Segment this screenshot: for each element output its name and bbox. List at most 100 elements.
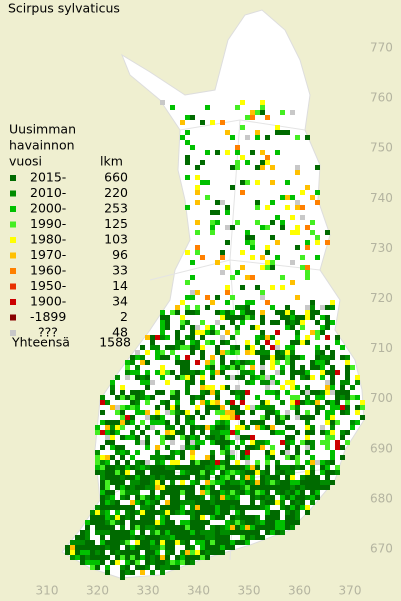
observation-square <box>185 390 190 395</box>
observation-square <box>195 480 200 485</box>
observation-square <box>160 480 165 485</box>
observation-square <box>215 350 220 355</box>
observation-square <box>140 430 145 435</box>
observation-square <box>215 435 220 440</box>
observation-square <box>120 490 125 495</box>
observation-square <box>305 225 310 230</box>
observation-square <box>260 335 265 340</box>
observation-square <box>280 130 285 135</box>
observation-square <box>135 525 140 530</box>
observation-square <box>315 345 320 350</box>
observation-square <box>225 385 230 390</box>
observation-square <box>260 535 265 540</box>
observation-square <box>290 260 295 265</box>
observation-square <box>230 545 235 550</box>
observation-square <box>190 435 195 440</box>
observation-square <box>260 350 265 355</box>
observation-square <box>155 520 160 525</box>
observation-square <box>130 355 135 360</box>
observation-square <box>215 505 220 510</box>
observation-square <box>165 425 170 430</box>
observation-square <box>255 200 260 205</box>
observation-square <box>245 315 250 320</box>
observation-square <box>150 380 155 385</box>
observation-square <box>130 490 135 495</box>
observation-square <box>215 390 220 395</box>
observation-square <box>245 350 250 355</box>
observation-square <box>240 100 245 105</box>
observation-square <box>165 525 170 530</box>
observation-square <box>245 310 250 315</box>
observation-square <box>245 160 250 165</box>
observation-square <box>245 460 250 465</box>
observation-square <box>255 525 260 530</box>
observation-square <box>330 480 335 485</box>
observation-square <box>165 430 170 435</box>
observation-square <box>220 350 225 355</box>
observation-square <box>295 410 300 415</box>
observation-square <box>140 355 145 360</box>
observation-square <box>265 340 270 345</box>
observation-square <box>205 475 210 480</box>
observation-square <box>320 370 325 375</box>
observation-square <box>265 475 270 480</box>
observation-square <box>340 445 345 450</box>
observation-square <box>145 560 150 565</box>
observation-square <box>130 545 135 550</box>
observation-square <box>265 465 270 470</box>
legend-label: 1950- <box>30 278 66 293</box>
observation-square <box>110 465 115 470</box>
observation-square <box>360 405 365 410</box>
observation-square <box>185 410 190 415</box>
observation-square <box>310 495 315 500</box>
observation-square <box>250 150 255 155</box>
observation-square <box>240 375 245 380</box>
observation-square <box>235 430 240 435</box>
observation-square <box>305 245 310 250</box>
observation-square <box>255 485 260 490</box>
observation-square <box>165 490 170 495</box>
observation-square <box>210 330 215 335</box>
observation-square <box>325 460 330 465</box>
observation-square <box>230 350 235 355</box>
observation-square <box>160 355 165 360</box>
observation-square <box>230 345 235 350</box>
observation-square <box>105 540 110 545</box>
legend-label: 1970- <box>30 247 66 262</box>
observation-square <box>275 255 280 260</box>
observation-square <box>225 445 230 450</box>
observation-square <box>310 465 315 470</box>
observation-square <box>270 285 275 290</box>
observation-square <box>240 125 245 130</box>
observation-square <box>225 330 230 335</box>
observation-square <box>265 490 270 495</box>
observation-square <box>140 510 145 515</box>
observation-square <box>145 410 150 415</box>
observation-square <box>135 425 140 430</box>
observation-square <box>315 460 320 465</box>
observation-square <box>175 460 180 465</box>
observation-square <box>285 520 290 525</box>
observation-square <box>120 480 125 485</box>
observation-square <box>220 255 225 260</box>
observation-square <box>120 540 125 545</box>
observation-square <box>210 300 215 305</box>
observation-square <box>235 165 240 170</box>
observation-square <box>280 530 285 535</box>
observation-square <box>315 360 320 365</box>
observation-square <box>115 500 120 505</box>
observation-square <box>135 440 140 445</box>
observation-square <box>315 255 320 260</box>
observation-square <box>295 205 300 210</box>
observation-square <box>145 395 150 400</box>
observation-square <box>350 385 355 390</box>
observation-square <box>145 475 150 480</box>
observation-square <box>260 150 265 155</box>
grid-y-label: 770 <box>370 41 393 55</box>
observation-square <box>260 375 265 380</box>
observation-square <box>110 385 115 390</box>
observation-square <box>355 410 360 415</box>
observation-square <box>225 205 230 210</box>
observation-square <box>285 205 290 210</box>
observation-square <box>115 405 120 410</box>
